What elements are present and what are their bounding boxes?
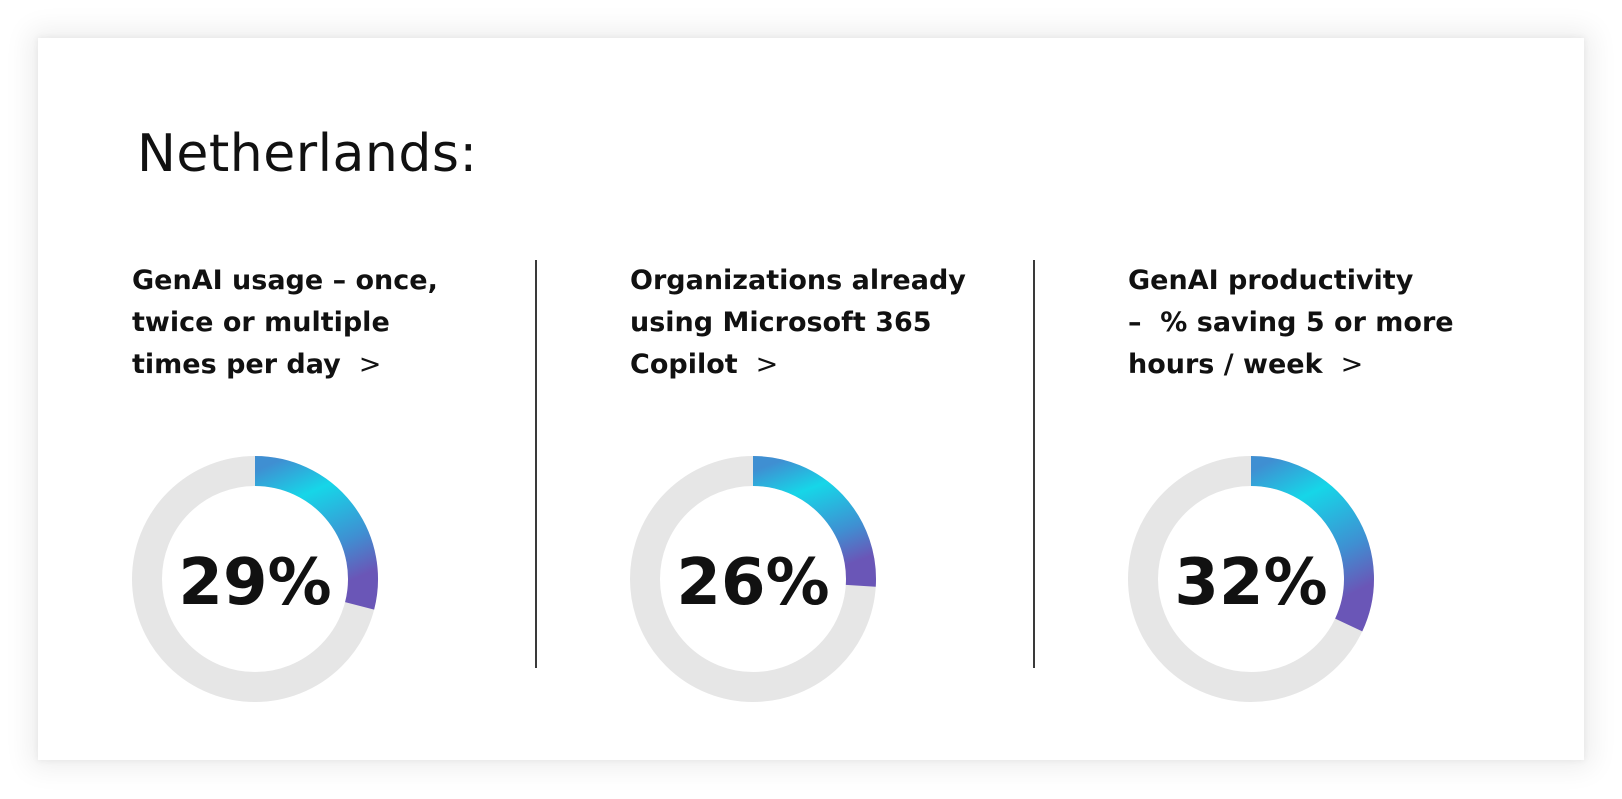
- column-divider: [1033, 260, 1035, 668]
- column-divider: [535, 260, 537, 668]
- chevron-right-icon[interactable]: >: [1340, 349, 1364, 380]
- page-title: Netherlands:: [137, 124, 478, 184]
- metric-title[interactable]: GenAI productivity – % saving 5 or more …: [1128, 260, 1488, 386]
- metric-genai-productivity: GenAI productivity – % saving 5 or more …: [1128, 260, 1508, 702]
- donut-chart: 32%: [1128, 456, 1374, 702]
- metric-title-line: – % saving 5 or more: [1128, 307, 1454, 338]
- donut-value-label: 32%: [1174, 546, 1327, 620]
- metric-title-line: Organizations already: [630, 265, 966, 296]
- metric-title-line: hours / week >: [1128, 344, 1488, 386]
- metric-title[interactable]: Organizations already using Microsoft 36…: [630, 260, 990, 386]
- donut-value-label: 29%: [178, 546, 331, 620]
- chevron-right-icon[interactable]: >: [755, 349, 779, 380]
- metric-title-line: GenAI usage – once,: [132, 265, 438, 296]
- metric-title-line: times per day >: [132, 344, 492, 386]
- metric-copilot-adoption: Organizations already using Microsoft 36…: [630, 260, 1010, 702]
- donut-value-arc: [1250, 456, 1374, 632]
- metric-title-text: Copilot: [630, 349, 738, 380]
- metric-title-text: hours / week: [1128, 349, 1323, 380]
- metric-title-line: Copilot >: [630, 344, 990, 386]
- metric-genai-usage: GenAI usage – once, twice or multiple ti…: [132, 260, 512, 702]
- chevron-right-icon[interactable]: >: [358, 349, 382, 380]
- donut-value-arc: [254, 456, 378, 610]
- metric-title-line: using Microsoft 365: [630, 307, 932, 338]
- metric-title[interactable]: GenAI usage – once, twice or multiple ti…: [132, 260, 492, 386]
- metric-title-line: twice or multiple: [132, 307, 390, 338]
- donut-chart: 26%: [630, 456, 876, 702]
- stats-card: Netherlands: GenAI usage – once, twice o…: [38, 38, 1584, 760]
- donut-value-arc: [752, 456, 876, 587]
- metric-title-text: times per day: [132, 349, 341, 380]
- donut-chart: 29%: [132, 456, 378, 702]
- metric-title-line: GenAI productivity: [1128, 265, 1414, 296]
- donut-value-label: 26%: [676, 546, 829, 620]
